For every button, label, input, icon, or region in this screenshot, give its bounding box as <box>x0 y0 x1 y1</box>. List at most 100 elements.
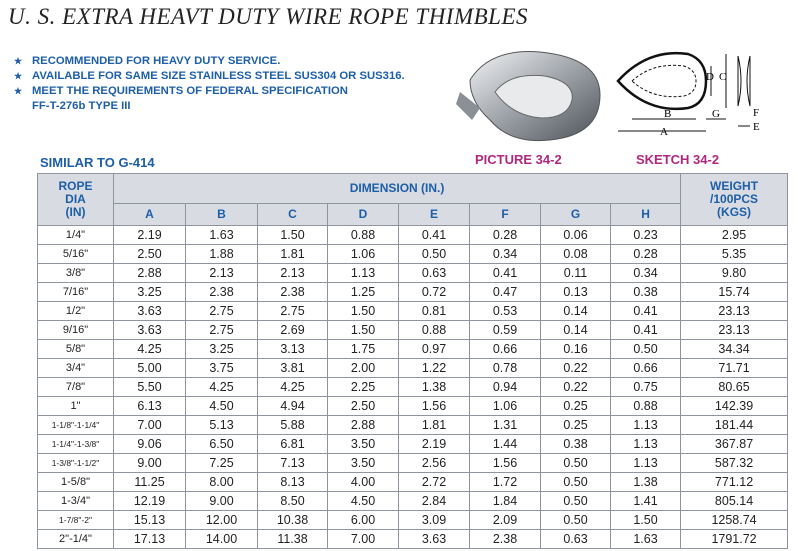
sketch-label: F <box>753 107 759 119</box>
cell: 0.08 <box>540 244 611 264</box>
cell: 1.56 <box>398 396 470 416</box>
cell: 0.50 <box>540 453 611 473</box>
cell: 1.38 <box>398 377 470 397</box>
cell: 6.50 <box>185 434 258 454</box>
column-header: D <box>327 203 399 226</box>
cell: 0.41 <box>609 301 682 321</box>
cell: 0.41 <box>398 225 470 245</box>
table-row: 1/2" 3.63 2.75 2.75 1.50 0.81 0.53 0.14 0.41 23.1… <box>37 301 789 321</box>
column-header: E <box>398 203 470 226</box>
bullet: RECOMMENDED FOR HEAVY DUTY SERVICE. <box>14 54 405 69</box>
bullet: AVAILABLE FOR SAME SIZE STAINLESS STEEL … <box>14 69 405 84</box>
cell: 0.22 <box>540 358 611 378</box>
cell: 17.13 <box>113 529 186 549</box>
bullet-list: RECOMMENDED FOR HEAVY DUTY SERVICE. AVAIL… <box>14 54 405 114</box>
cell: 15.74 <box>680 282 789 302</box>
cell: 2.38 <box>185 282 258 302</box>
cell: 0.88 <box>327 225 399 245</box>
cell: 142.39 <box>680 396 789 416</box>
cell: 0.14 <box>540 320 611 340</box>
cell: 9.80 <box>680 263 789 283</box>
cell: 2.38 <box>469 529 541 549</box>
column-header: F <box>469 203 541 226</box>
cell: 3.63 <box>398 529 470 549</box>
rope-size: 1-7/8"-2" <box>37 510 114 530</box>
cell: 0.53 <box>469 301 541 321</box>
cell: 2.13 <box>185 263 258 283</box>
cell: 8.00 <box>185 472 258 492</box>
column-header: B <box>185 203 258 226</box>
cell: 0.72 <box>398 282 470 302</box>
cell: 0.75 <box>609 377 682 397</box>
cell: 3.25 <box>113 282 186 302</box>
cell: 4.25 <box>113 339 186 359</box>
bullet: MEET THE REQUIREMENTS OF FEDERAL SPECIFI… <box>14 84 405 114</box>
cell: 1.72 <box>469 472 541 492</box>
cell: 1.13 <box>609 415 682 435</box>
cell: 1.63 <box>609 529 682 549</box>
header-line: DIA <box>65 192 86 206</box>
table-row: 1/4" 2.19 1.63 1.50 0.88 0.41 0.28 0.06 0.23 2.95 <box>37 225 789 245</box>
cell: 1.75 <box>327 339 399 359</box>
cell: 6.81 <box>257 434 328 454</box>
cell: 3.25 <box>185 339 258 359</box>
cell: 0.50 <box>540 510 611 530</box>
cell: 2.19 <box>113 225 186 245</box>
cell: 2.72 <box>398 472 470 492</box>
cell: 1.41 <box>609 491 682 511</box>
cell: 0.59 <box>469 320 541 340</box>
cell: 1.06 <box>327 244 399 264</box>
cell: 10.38 <box>257 510 328 530</box>
cell: 3.63 <box>113 320 186 340</box>
cell: 0.13 <box>540 282 611 302</box>
bullet-text: AVAILABLE FOR SAME SIZE STAINLESS STEEL … <box>32 70 405 82</box>
cell: 23.13 <box>680 320 789 340</box>
caption: SKETCH 34-2 <box>636 152 720 167</box>
cell: 3.81 <box>257 358 328 378</box>
cell: 4.25 <box>257 377 328 397</box>
cell: 2.75 <box>257 301 328 321</box>
cell: 1.50 <box>327 301 399 321</box>
cell: 3.13 <box>257 339 328 359</box>
column-header: C <box>257 203 328 226</box>
cell: 6.13 <box>113 396 186 416</box>
cell: 5.50 <box>113 377 186 397</box>
cell: 3.50 <box>327 434 399 454</box>
cell: 5.88 <box>257 415 328 435</box>
table-row: 1-7/8"-2" 15.13 12.00 10.38 6.00 3.09 2.09 0.50… <box>37 510 789 530</box>
table-row: 1-5/8" 11.25 8.00 8.13 4.00 2.72 1.72 0.50 1.38 7… <box>37 472 789 492</box>
cell: 1.44 <box>469 434 541 454</box>
cell: 2.84 <box>398 491 470 511</box>
cell: 587.32 <box>680 453 789 473</box>
cell: 0.94 <box>469 377 541 397</box>
cell: 3.75 <box>185 358 258 378</box>
weight-header: WEIGHT/100PCS (KGS) <box>680 173 789 226</box>
table-row: 1-3/8"-1-1/2" 9.00 7.25 7.13 3.50 2.56 1.56 0.5… <box>37 453 789 473</box>
cell: 805.14 <box>680 491 789 511</box>
table-row: 9/16" 3.63 2.75 2.69 1.50 0.88 0.59 0.14 0.41 23.… <box>37 320 789 340</box>
rope-size: 7/16" <box>37 282 114 302</box>
cell: 0.63 <box>398 263 470 283</box>
cell: 4.25 <box>185 377 258 397</box>
cell: 4.94 <box>257 396 328 416</box>
cell: 4.50 <box>185 396 258 416</box>
cell: 2.09 <box>469 510 541 530</box>
cell: 0.50 <box>398 244 470 264</box>
rope-size: 2"-1/4" <box>37 529 114 549</box>
cell: 1.25 <box>327 282 399 302</box>
cell: 0.88 <box>398 320 470 340</box>
cell: 1.56 <box>469 453 541 473</box>
column-header: G <box>540 203 611 226</box>
cell: 2.75 <box>185 301 258 321</box>
rope-size: 9/16" <box>37 320 114 340</box>
rope-size: 5/8" <box>37 339 114 359</box>
cell: 8.13 <box>257 472 328 492</box>
cell: 0.78 <box>469 358 541 378</box>
table-row: 3/4" 5.00 3.75 3.81 2.00 1.22 0.78 0.22 0.66 71.7… <box>37 358 789 378</box>
cell: 3.63 <box>113 301 186 321</box>
cell: 0.38 <box>609 282 682 302</box>
cell: 0.23 <box>609 225 682 245</box>
table-row: 5/16" 2.50 1.88 1.81 1.06 0.50 0.34 0.08 0.28 5.3… <box>37 244 789 264</box>
rope-size: 1/2" <box>37 301 114 321</box>
sketch-label: A <box>660 126 668 138</box>
